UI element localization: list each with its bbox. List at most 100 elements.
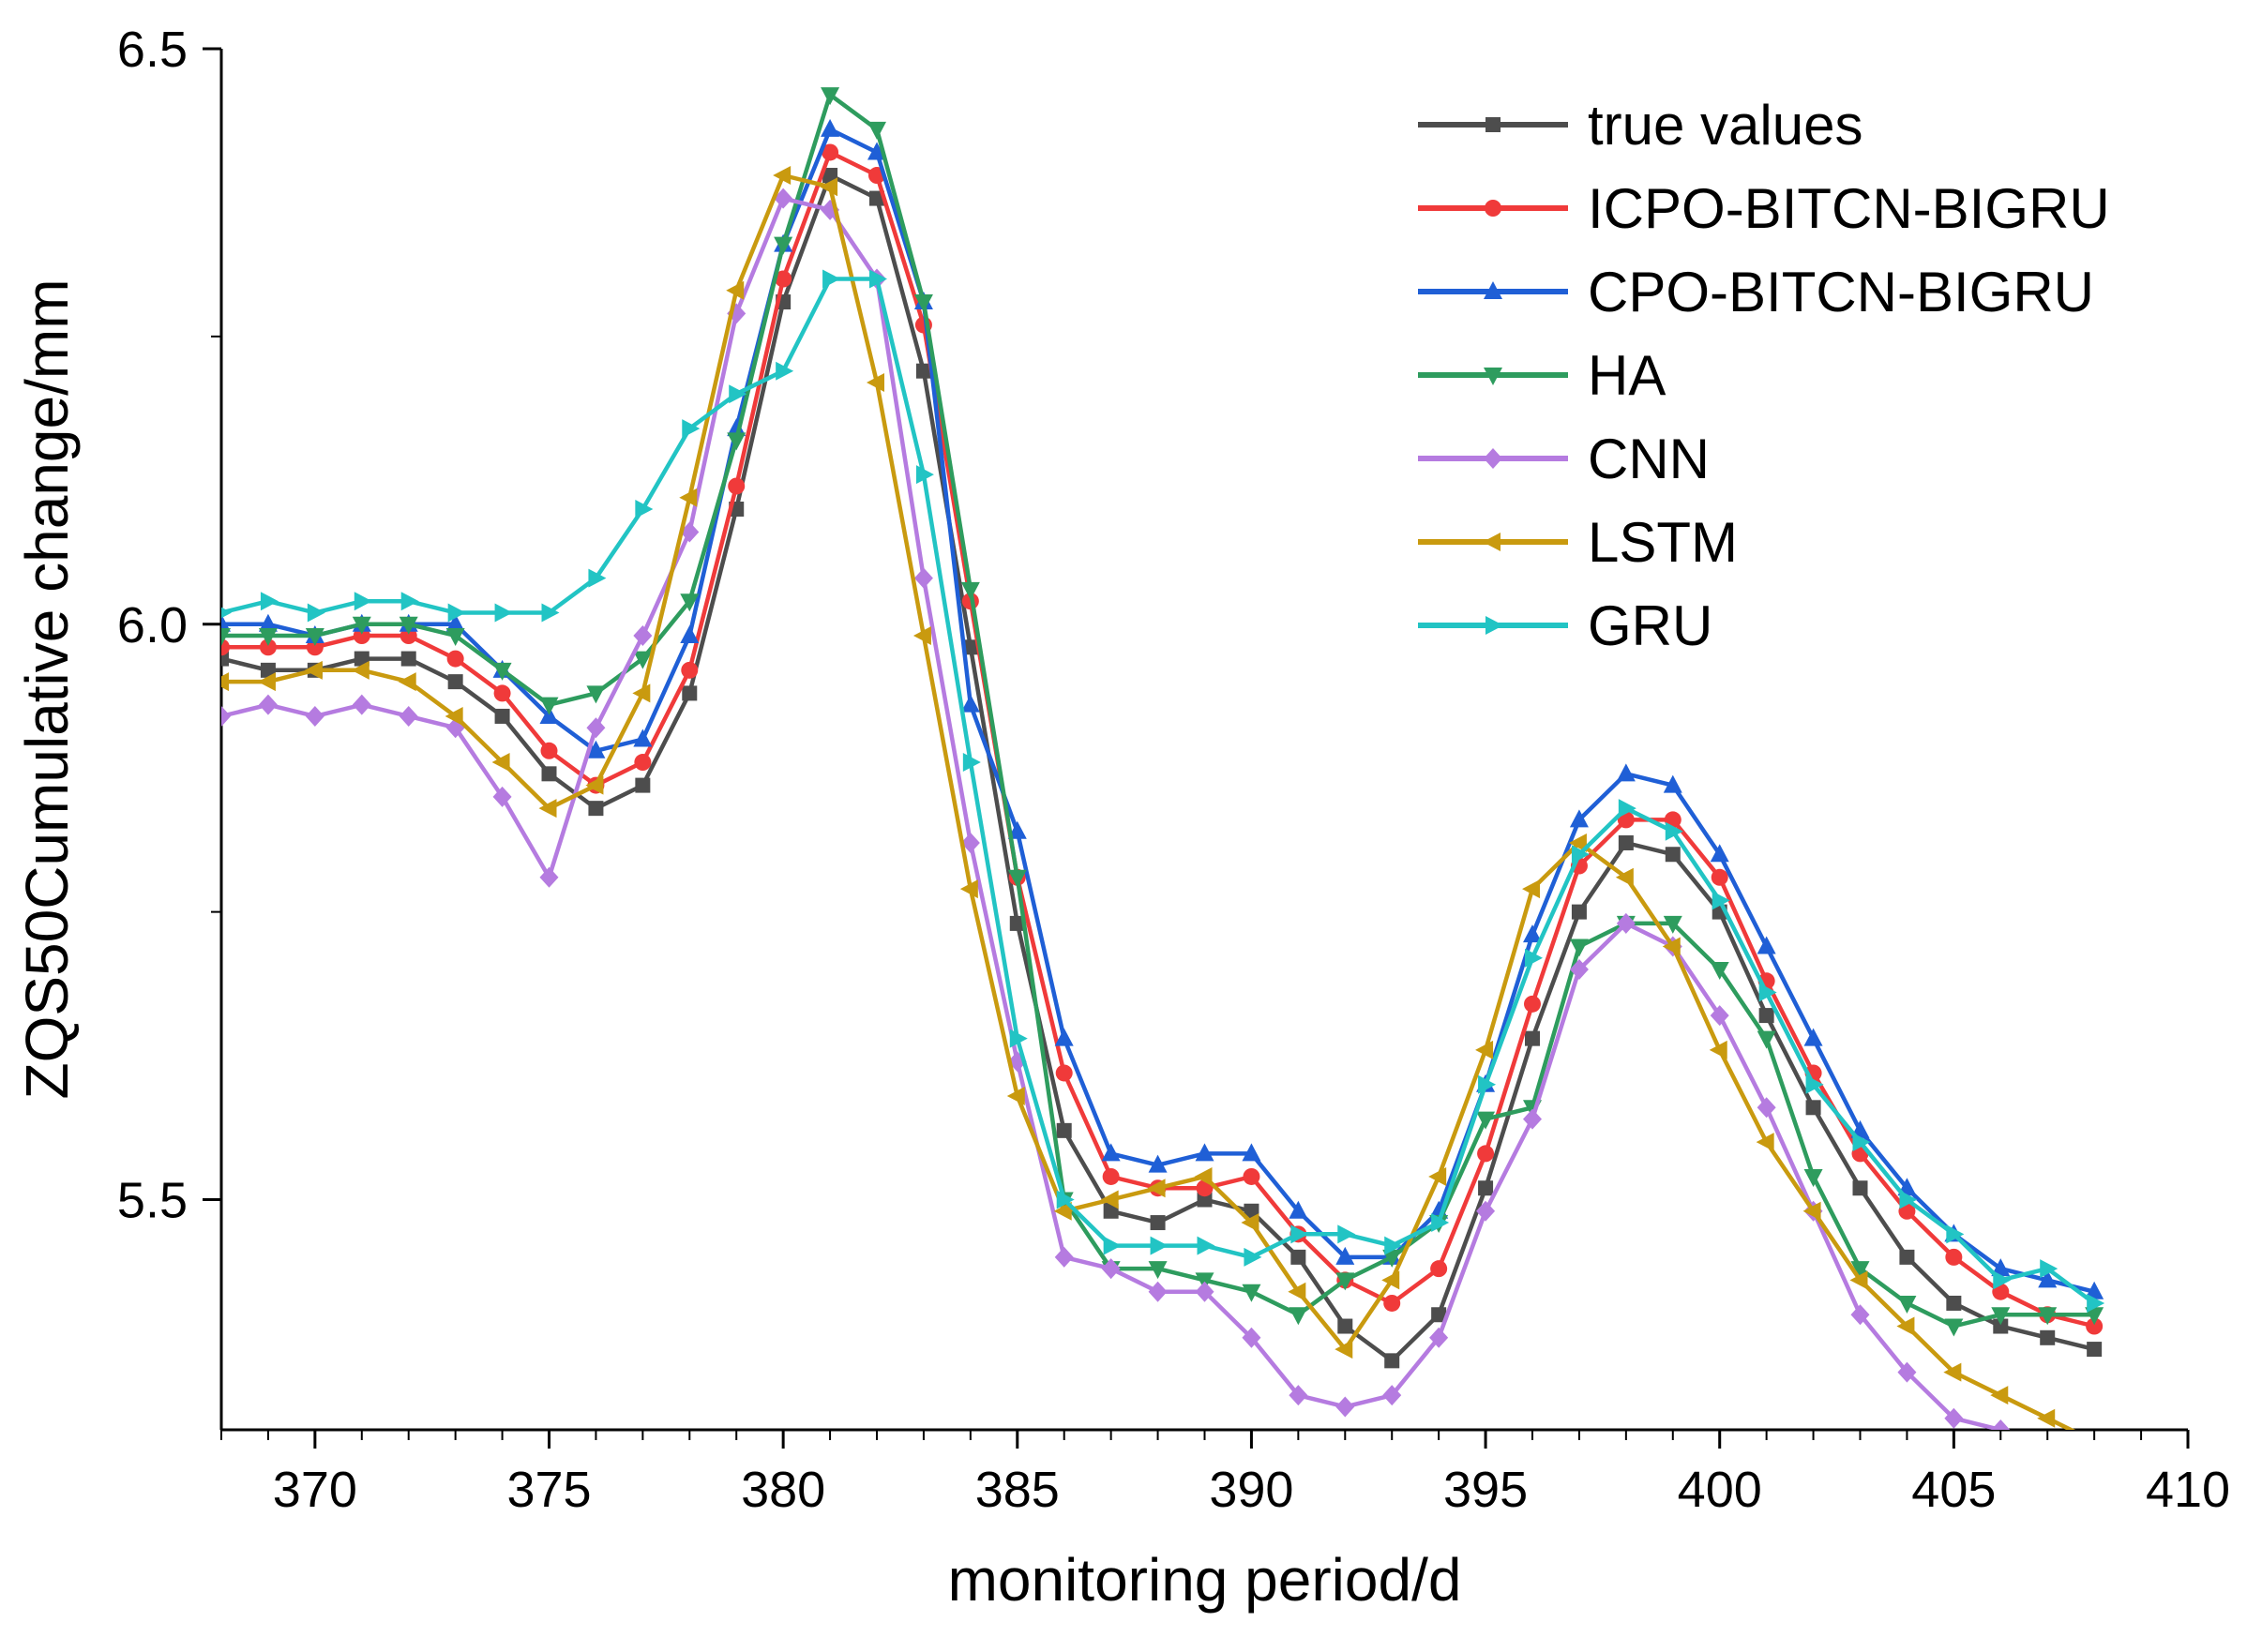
data-point-true-values: [1759, 1008, 1774, 1023]
data-point-lstm: [1288, 1283, 1305, 1301]
data-point-true-values: [1572, 905, 1587, 920]
legend-item-icpo-bitcn-bigru: ICPO-BITCN-BIGRU: [1418, 177, 2110, 240]
data-point-gru: [1104, 1237, 1122, 1255]
legend-label-ha: HA: [1588, 344, 1666, 407]
data-point-true-values: [635, 778, 650, 793]
data-point-true-values: [1525, 1031, 1540, 1046]
data-point-gru: [401, 592, 419, 610]
data-point-true-values: [1619, 835, 1634, 850]
legend-item-ha: HA: [1418, 344, 1666, 407]
data-point-gru: [308, 603, 325, 622]
y-tick-label: 6.0: [117, 597, 188, 653]
x-tick-label: 395: [1443, 1462, 1528, 1518]
data-point-ha: [821, 87, 839, 105]
data-point-true-values: [2087, 1342, 2102, 1357]
data-point-true-values: [682, 685, 697, 700]
legend-marker-icpo-bitcn-bigru: [1485, 200, 1501, 217]
data-point-cnn: [586, 717, 605, 738]
data-point-icpo-bitcn-bigru: [1056, 1064, 1073, 1081]
y-tick-label: 6.5: [117, 22, 188, 78]
data-point-gru: [354, 592, 372, 610]
data-point-ha: [1570, 939, 1589, 956]
data-point-cnn: [1055, 1247, 1074, 1268]
data-point-true-values: [1290, 1250, 1305, 1265]
data-point-gru: [822, 270, 840, 289]
legend-item-cnn: CNN: [1418, 428, 1710, 490]
data-point-gru: [495, 603, 513, 622]
data-point-gru: [1198, 1237, 1215, 1255]
data-point-cnn: [2038, 1443, 2057, 1464]
series-line-lstm: [221, 175, 2094, 1441]
data-point-lstm: [1381, 1270, 1399, 1289]
x-tick-label: 385: [975, 1462, 1060, 1518]
legend-marker-true-values: [1485, 117, 1501, 132]
legend-marker-gru: [1485, 616, 1503, 635]
legend: true values ICPO-BITCN-BIGRU CPO-BITCN-BIG…: [1418, 94, 2110, 657]
data-point-cpo-bitcn-bigru: [1102, 1143, 1121, 1161]
data-point-icpo-bitcn-bigru: [447, 651, 464, 668]
data-point-lstm: [2084, 1432, 2102, 1450]
data-point-true-values: [1478, 1180, 1493, 1195]
data-point-cnn: [400, 706, 418, 727]
data-point-cnn: [1523, 1109, 1542, 1130]
data-point-gru: [1337, 1224, 1355, 1243]
x-tick-label: 370: [273, 1462, 357, 1518]
legend-label-icpo-bitcn-bigru: ICPO-BITCN-BIGRU: [1588, 177, 2110, 240]
data-point-cnn: [1149, 1282, 1168, 1302]
data-point-cnn: [1335, 1396, 1354, 1417]
legend-label-cpo-bitcn-bigru: CPO-BITCN-BIGRU: [1588, 261, 2094, 323]
data-point-true-values: [1853, 1180, 1868, 1195]
x-tick-label: 375: [506, 1462, 591, 1518]
data-point-cpo-bitcn-bigru: [1617, 763, 1636, 781]
x-tick-label: 400: [1678, 1462, 1762, 1518]
data-point-true-values: [1899, 1250, 1914, 1265]
data-point-cnn: [1757, 1097, 1776, 1118]
data-point-lstm: [399, 672, 416, 691]
line-chart: 370 375 380 385 390 395 400 405 4105.56.06.5 tru…: [0, 0, 2247, 1652]
x-axis-title: monitoring period/d: [948, 1546, 1462, 1614]
legend-label-cnn: CNN: [1588, 428, 1710, 490]
data-point-true-values: [542, 766, 557, 781]
data-point-true-values: [1337, 1319, 1352, 1334]
data-point-icpo-bitcn-bigru: [1243, 1168, 1259, 1185]
data-point-lstm: [2037, 1409, 2055, 1428]
legend-item-gru: GRU: [1418, 594, 1712, 657]
data-point-cnn: [633, 625, 652, 646]
data-point-true-values: [1666, 847, 1681, 862]
data-point-cpo-bitcn-bigru: [1757, 936, 1776, 954]
data-point-icpo-bitcn-bigru: [728, 477, 745, 494]
legend-item-true-values: true values: [1418, 94, 1863, 157]
data-point-cpo-bitcn-bigru: [633, 729, 652, 747]
data-point-cnn: [353, 695, 371, 715]
data-point-cnn: [2085, 1443, 2104, 1464]
legend-marker-lstm: [1483, 533, 1501, 551]
data-point-true-values: [1384, 1353, 1399, 1368]
data-point-ha: [1944, 1319, 1963, 1337]
data-point-icpo-bitcn-bigru: [1712, 869, 1728, 886]
series-lstm: [211, 166, 2102, 1450]
data-point-true-values: [588, 801, 603, 816]
legend-label-true-values: true values: [1588, 94, 1863, 157]
data-point-icpo-bitcn-bigru: [1430, 1260, 1447, 1277]
data-point-icpo-bitcn-bigru: [1945, 1249, 1962, 1266]
data-point-cpo-bitcn-bigru: [1804, 1029, 1823, 1046]
x-tick-label: 390: [1209, 1462, 1293, 1518]
data-point-true-values: [495, 709, 510, 724]
data-point-gru: [261, 592, 279, 610]
data-point-icpo-bitcn-bigru: [634, 754, 651, 771]
data-point-icpo-bitcn-bigru: [494, 684, 511, 701]
y-tick-label: 5.5: [117, 1173, 188, 1229]
data-point-icpo-bitcn-bigru: [681, 662, 698, 679]
legend-label-lstm: LSTM: [1588, 511, 1738, 574]
data-point-gru: [1244, 1248, 1261, 1267]
data-point-ha: [867, 122, 886, 140]
legend-label-gru: GRU: [1588, 594, 1712, 657]
data-point-gru: [1151, 1237, 1169, 1255]
legend-item-lstm: LSTM: [1418, 511, 1738, 574]
data-point-lstm: [1990, 1386, 2008, 1404]
data-point-true-values: [2040, 1330, 2055, 1345]
x-tick-label: 410: [2146, 1462, 2230, 1518]
data-point-cnn: [259, 695, 278, 715]
y-axis-title: ZQS50Cumulative change/mm: [13, 278, 81, 1099]
data-point-true-values: [1057, 1123, 1072, 1138]
